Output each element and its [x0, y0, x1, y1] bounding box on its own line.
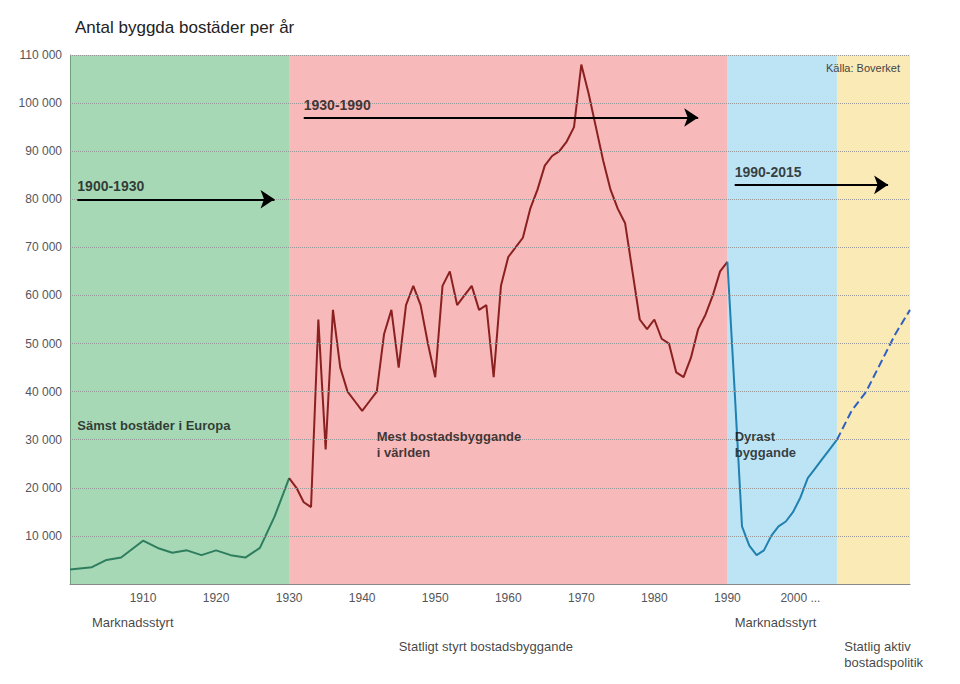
svg-text:40 000: 40 000: [25, 385, 62, 399]
svg-text:110 000: 110 000: [20, 48, 63, 62]
svg-text:1900-1930: 1900-1930: [77, 178, 144, 194]
svg-text:1950: 1950: [422, 591, 449, 605]
svg-text:1980: 1980: [641, 591, 668, 605]
svg-text:bostadspolitik: bostadspolitik: [844, 655, 923, 670]
svg-text:1990: 1990: [714, 591, 741, 605]
svg-text:Källa: Boverket: Källa: Boverket: [826, 62, 900, 74]
svg-text:1920: 1920: [203, 591, 230, 605]
svg-text:2000 ...: 2000 ...: [780, 591, 820, 605]
svg-text:Mest bostadsbyggande: Mest bostadsbyggande: [377, 429, 521, 444]
svg-text:20 000: 20 000: [25, 481, 62, 495]
svg-text:Dyrast: Dyrast: [735, 429, 776, 444]
svg-text:90 000: 90 000: [25, 144, 62, 158]
svg-text:1930-1990: 1930-1990: [304, 97, 371, 113]
svg-text:10 000: 10 000: [25, 529, 62, 543]
svg-text:50 000: 50 000: [25, 337, 62, 351]
svg-text:60 000: 60 000: [25, 288, 62, 302]
svg-text:1960: 1960: [495, 591, 522, 605]
svg-text:1910: 1910: [130, 591, 157, 605]
svg-text:30 000: 30 000: [25, 433, 62, 447]
svg-text:i världen: i världen: [377, 445, 431, 460]
svg-text:70 000: 70 000: [25, 240, 62, 254]
svg-text:Antal byggda bostäder per år: Antal byggda bostäder per år: [75, 18, 295, 37]
svg-text:1930: 1930: [276, 591, 303, 605]
svg-text:1940: 1940: [349, 591, 376, 605]
svg-text:Sämst bostäder i Europa: Sämst bostäder i Europa: [77, 418, 231, 433]
svg-text:Statligt styrt bostadsbyggande: Statligt styrt bostadsbyggande: [399, 639, 573, 654]
svg-text:1990-2015: 1990-2015: [735, 164, 802, 180]
svg-text:byggande: byggande: [735, 445, 796, 460]
svg-text:Marknadsstyrt: Marknadsstyrt: [735, 615, 817, 630]
svg-text:Statlig aktiv: Statlig aktiv: [844, 639, 911, 654]
svg-text:80 000: 80 000: [25, 192, 62, 206]
svg-text:Marknadsstyrt: Marknadsstyrt: [92, 615, 174, 630]
svg-text:1970: 1970: [568, 591, 595, 605]
svg-text:100 000: 100 000: [19, 96, 63, 110]
